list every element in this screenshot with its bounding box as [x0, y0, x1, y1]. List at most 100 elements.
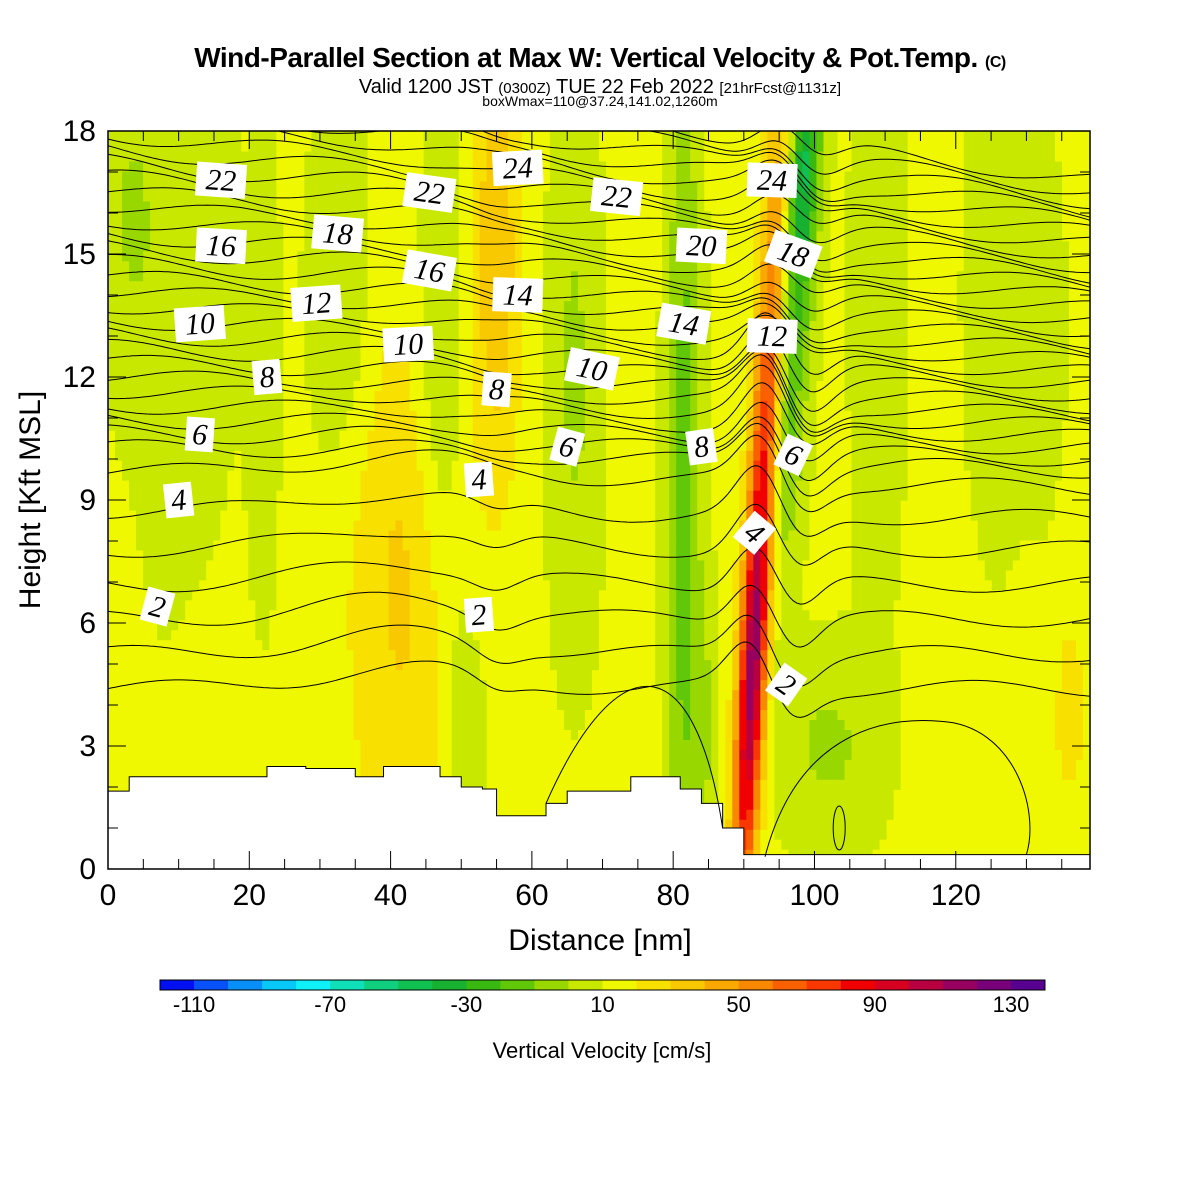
velocity-cell — [893, 719, 902, 730]
velocity-cell — [577, 549, 586, 561]
velocity-cell — [718, 639, 726, 651]
velocity-cell — [851, 719, 860, 730]
velocity-cell — [634, 509, 642, 521]
velocity-cell — [865, 779, 874, 790]
velocity-cell — [262, 679, 270, 691]
velocity-cell — [816, 649, 825, 661]
velocity-cell — [185, 559, 193, 571]
velocity-cell — [732, 619, 740, 631]
velocity-cell — [206, 669, 214, 681]
velocity-cell — [732, 689, 740, 701]
velocity-cell — [977, 719, 986, 730]
velocity-cell — [1026, 519, 1035, 531]
velocity-cell — [942, 809, 951, 820]
velocity-cell — [823, 759, 832, 770]
velocity-cell — [620, 779, 628, 790]
velocity-cell — [858, 789, 867, 800]
velocity-cell — [823, 769, 832, 780]
velocity-cell — [816, 699, 825, 711]
velocity-cell — [970, 719, 979, 730]
velocity-cell — [143, 629, 151, 641]
velocity-cell — [458, 579, 467, 591]
velocity-cell — [963, 809, 972, 820]
velocity-cell — [760, 639, 768, 651]
velocity-cell — [570, 549, 579, 561]
velocity-cell — [872, 629, 881, 641]
velocity-cell — [1005, 529, 1014, 541]
velocity-cell — [949, 519, 958, 531]
velocity-cell — [851, 799, 860, 810]
velocity-cell — [816, 549, 825, 561]
velocity-cell — [893, 599, 902, 611]
valid-date: TUE 22 Feb 2022 — [555, 76, 714, 98]
velocity-cell — [914, 759, 923, 770]
velocity-cell — [732, 729, 740, 740]
velocity-cell — [634, 639, 642, 651]
velocity-cell — [998, 789, 1007, 800]
velocity-cell — [606, 539, 614, 551]
velocity-cell — [998, 689, 1007, 701]
velocity-cell — [584, 709, 593, 721]
velocity-cell — [241, 749, 249, 760]
velocity-cell — [1019, 689, 1028, 701]
velocity-cell — [535, 509, 544, 521]
velocity-cell — [928, 699, 937, 711]
velocity-cell — [178, 699, 186, 711]
velocity-cell — [935, 719, 944, 730]
velocity-cell — [816, 569, 825, 581]
velocity-cell — [591, 609, 600, 621]
velocity-cell — [977, 739, 986, 750]
velocity-cell — [486, 699, 495, 711]
velocity-cell — [844, 539, 853, 551]
velocity-cell — [255, 599, 263, 611]
velocity-cell — [830, 629, 839, 641]
velocity-cell — [809, 619, 818, 631]
velocity-cell — [970, 559, 979, 571]
velocity-cell — [339, 629, 348, 641]
velocity-cell — [129, 709, 137, 721]
velocity-cell — [998, 679, 1007, 691]
velocity-cell — [1047, 729, 1056, 740]
velocity-cell — [851, 519, 860, 531]
velocity-cell — [171, 739, 179, 750]
velocity-cell — [374, 639, 383, 651]
velocity-cell — [1033, 689, 1042, 701]
velocity-cell — [402, 739, 411, 750]
velocity-cell — [150, 649, 158, 661]
velocity-cell — [549, 649, 558, 661]
velocity-cell — [739, 659, 747, 671]
velocity-cell — [500, 599, 509, 611]
velocity-cell — [662, 669, 670, 681]
velocity-cell — [430, 639, 439, 651]
velocity-cell — [1068, 839, 1077, 850]
velocity-cell — [760, 819, 768, 830]
velocity-cell — [535, 549, 544, 561]
velocity-cell — [613, 759, 621, 770]
velocity-cell — [276, 589, 284, 601]
velocity-cell — [381, 609, 390, 621]
velocity-cell — [584, 639, 593, 651]
velocity-cell — [760, 729, 768, 740]
velocity-cell — [1075, 719, 1084, 730]
velocity-cell — [802, 709, 811, 721]
velocity-cell — [788, 789, 796, 800]
velocity-cell — [472, 739, 481, 750]
velocity-cell — [269, 539, 277, 551]
velocity-cell — [500, 569, 509, 581]
velocity-cell — [837, 549, 846, 561]
velocity-cell — [255, 669, 263, 681]
velocity-cell — [521, 539, 530, 551]
velocity-cell — [984, 729, 993, 740]
velocity-cell — [1068, 669, 1077, 681]
velocity-cell — [444, 599, 453, 611]
velocity-cell — [262, 739, 270, 750]
velocity-cell — [683, 519, 691, 531]
velocity-cell — [507, 629, 516, 641]
velocity-cell — [276, 619, 284, 631]
velocity-cell — [599, 629, 607, 641]
velocity-cell — [332, 729, 341, 740]
velocity-cell — [935, 579, 944, 591]
velocity-cell — [493, 589, 502, 601]
velocity-cell — [241, 569, 249, 581]
velocity-cell — [346, 629, 355, 641]
